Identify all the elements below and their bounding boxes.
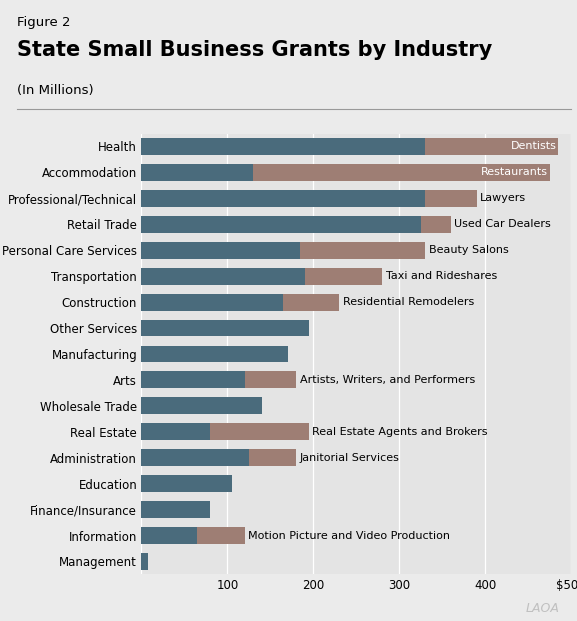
Text: State Small Business Grants by Industry: State Small Business Grants by Industry [17, 40, 493, 60]
Text: (In Millions): (In Millions) [17, 84, 94, 97]
Text: Figure 2: Figure 2 [17, 16, 71, 29]
Bar [141, 345, 287, 363]
Text: Residential Remodelers: Residential Remodelers [343, 297, 474, 307]
Bar [141, 138, 425, 155]
Text: Taxi and Rideshares: Taxi and Rideshares [385, 271, 497, 281]
Bar [141, 449, 249, 466]
Text: LAOA: LAOA [526, 602, 560, 615]
Bar [141, 527, 197, 544]
Bar [253, 164, 550, 181]
Text: Restaurants: Restaurants [481, 168, 548, 178]
Bar [141, 553, 148, 570]
Text: Real Estate Agents and Brokers: Real Estate Agents and Brokers [313, 427, 488, 437]
Text: Dentists: Dentists [511, 142, 557, 152]
Bar [301, 242, 425, 259]
Bar [197, 527, 245, 544]
Bar [141, 294, 283, 310]
Bar [141, 501, 210, 518]
Bar [141, 216, 421, 233]
Bar [421, 216, 451, 233]
Bar [210, 424, 309, 440]
Bar [425, 138, 559, 155]
Bar [141, 242, 301, 259]
Text: Beauty Salons: Beauty Salons [429, 245, 508, 255]
Bar [245, 371, 296, 388]
Bar [141, 268, 305, 284]
Text: Lawyers: Lawyers [480, 193, 526, 203]
Text: Janitorial Services: Janitorial Services [299, 453, 399, 463]
Text: Motion Picture and Video Production: Motion Picture and Video Production [248, 530, 450, 540]
Bar [141, 164, 253, 181]
Bar [141, 320, 309, 337]
Bar [141, 190, 425, 207]
Bar [141, 475, 231, 492]
Bar [141, 424, 210, 440]
Bar [305, 268, 382, 284]
Text: Used Car Dealers: Used Car Dealers [454, 219, 551, 229]
Bar [283, 294, 339, 310]
Bar [141, 371, 245, 388]
Bar [249, 449, 296, 466]
Bar [425, 190, 477, 207]
Text: Artists, Writers, and Performers: Artists, Writers, and Performers [299, 375, 475, 385]
Bar [141, 397, 262, 414]
